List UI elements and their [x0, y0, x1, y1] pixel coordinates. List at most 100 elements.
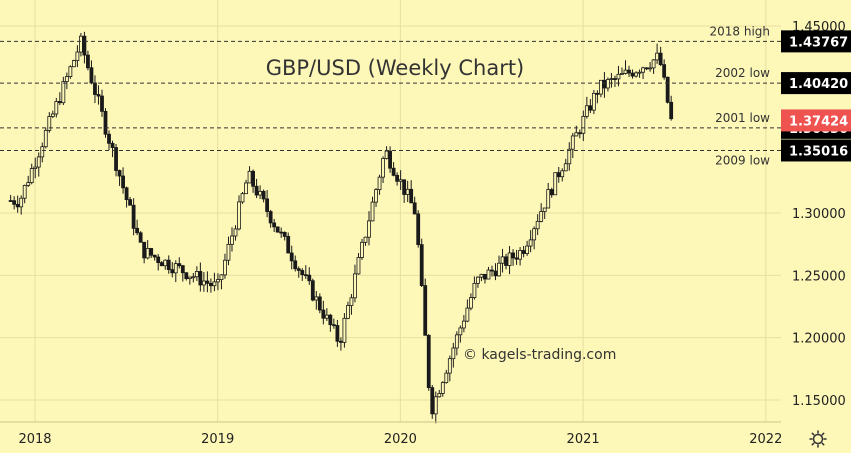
candle-up [247, 170, 252, 184]
candle-down [100, 95, 104, 112]
candle-up [606, 79, 610, 89]
candle-up [637, 71, 642, 74]
candle-down [317, 296, 322, 311]
candle-down [293, 260, 298, 270]
candle-up [216, 279, 220, 283]
candle-up [532, 228, 537, 241]
candle-up [230, 235, 234, 245]
candle-down [328, 314, 333, 326]
candle-down [124, 187, 129, 201]
candle-down [426, 334, 431, 388]
candle-up [374, 189, 378, 203]
candle-up [518, 250, 522, 260]
candle-up [54, 101, 59, 115]
candle-up [620, 73, 624, 75]
candle-down [152, 254, 157, 258]
candle-up [314, 296, 319, 301]
candle-down [391, 167, 396, 176]
candle-down [412, 202, 417, 215]
candle-down [209, 282, 213, 287]
candle-up [29, 168, 34, 183]
candle-down [286, 236, 291, 254]
candle-down [15, 203, 20, 208]
y-tick-label: 1.25000 [792, 269, 846, 284]
candle-up [194, 271, 199, 278]
candle-down [300, 270, 305, 276]
candle-up [567, 148, 572, 165]
candle-down [658, 52, 663, 66]
chart-title: GBP/USD (Weekly Chart) [266, 56, 525, 80]
x-tick-label: 2019 [201, 432, 234, 447]
candle-down [93, 82, 97, 95]
candle-up [528, 239, 533, 247]
candle-up [458, 327, 463, 336]
candle-down [395, 174, 400, 182]
candle-down [114, 147, 118, 171]
candle-down [121, 175, 125, 189]
candle-down [665, 76, 670, 103]
candle-up [546, 189, 551, 209]
candle-down [595, 92, 600, 95]
gridlines [0, 0, 781, 422]
candle-down [205, 280, 210, 284]
candle-down [131, 204, 136, 229]
candle-up [574, 132, 579, 137]
candle-up [346, 305, 350, 319]
candle-up [19, 197, 24, 208]
candle-up [370, 201, 375, 222]
candle-down [268, 211, 273, 224]
gear-icon[interactable] [809, 430, 827, 448]
candle-up [381, 158, 385, 178]
x-tick-label: 2018 [18, 432, 51, 447]
candle-up [71, 60, 76, 68]
candle-down [388, 150, 392, 169]
candle-down [588, 105, 593, 111]
candle-up [36, 156, 41, 168]
candle-up [219, 274, 224, 281]
candle-up [507, 252, 512, 266]
level-label: 2018 high [709, 24, 770, 38]
candle-up [599, 79, 603, 95]
candle-down [57, 101, 62, 104]
candle-down [416, 213, 421, 245]
candle-up [655, 52, 660, 61]
candle-up [377, 176, 382, 191]
candle-up [447, 358, 452, 374]
candle-down [103, 110, 108, 135]
candle-down [86, 54, 90, 69]
candle-down [180, 265, 185, 274]
candle-down [490, 269, 494, 272]
candle-up [50, 113, 55, 117]
candle-down [12, 200, 17, 205]
candle-up [68, 66, 73, 77]
candle-down [521, 250, 526, 254]
candle-up [584, 105, 589, 117]
candle-down [577, 132, 582, 135]
candle-down [128, 199, 132, 206]
candle-down [630, 72, 635, 77]
candle-up [244, 182, 248, 195]
candle-up [525, 245, 530, 254]
candle-up [616, 73, 621, 80]
candle-up [472, 282, 477, 298]
candle-up [581, 115, 586, 134]
candle-up [384, 150, 389, 159]
candle-down [138, 232, 143, 243]
candle-down [117, 170, 122, 177]
candle-up [465, 307, 470, 322]
x-axis-labels: 2018 2019 2020 2021 2022 [18, 432, 782, 447]
candle-up [360, 241, 364, 258]
candle-up [542, 207, 547, 212]
candle-up [440, 382, 445, 394]
candle-down [110, 142, 115, 148]
candle-up [40, 146, 45, 158]
candle-down [339, 340, 343, 343]
candle-up [553, 172, 558, 196]
candle-up [398, 179, 403, 182]
candle-down [254, 185, 259, 196]
candle-up [201, 280, 206, 286]
candle-up [349, 297, 354, 306]
candle-down [261, 190, 266, 200]
